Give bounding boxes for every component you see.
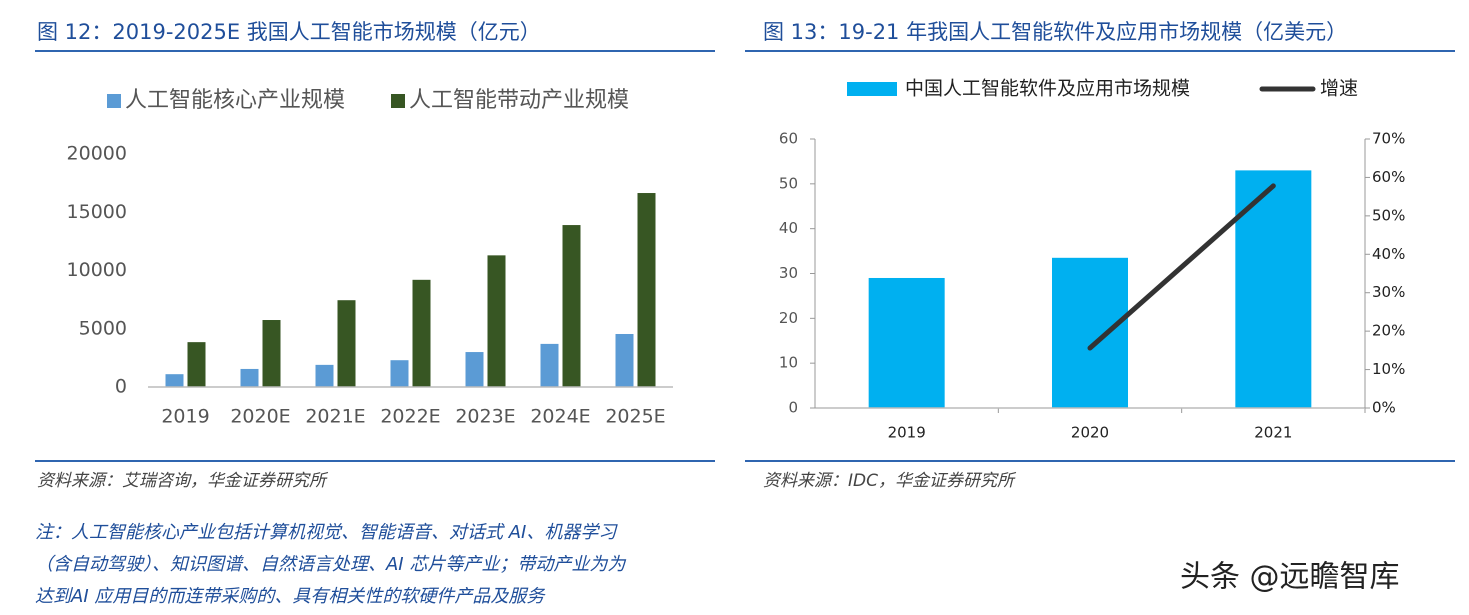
y-tick-label: 40 (779, 219, 798, 237)
y-tick-label: 5000 (79, 317, 127, 339)
bar (240, 368, 259, 387)
x-tick-label: 2021 (1254, 424, 1292, 442)
bar (637, 193, 656, 387)
y-tick-label: 0 (788, 399, 798, 417)
bar (187, 342, 206, 387)
legend-label: 人工智能核心产业规模 (125, 88, 345, 113)
bar (165, 374, 184, 387)
x-tick-label: 2025E (605, 406, 665, 428)
y-tick-label: 15000 (67, 201, 127, 223)
bar (868, 277, 945, 408)
note: （含自动驾驶）、知识图谱、自然语言处理、AI 芯片等产业；带动产业为为 (35, 554, 626, 575)
y-tick-label: 50 (779, 174, 798, 192)
bar (1052, 257, 1128, 408)
note: 达到AI 应用目的而连带采购的、具有相关性的软硬件产品及服务 (35, 586, 546, 607)
legend-label: 增速 (1320, 78, 1358, 100)
x-tick-label: 2024E (530, 406, 590, 428)
y-tick-label: 60 (779, 130, 798, 148)
y2-tick-label: 20% (1372, 322, 1405, 340)
y-tick-label: 20000 (67, 143, 127, 165)
bar (337, 300, 356, 387)
x-tick-label: 2021E (305, 406, 365, 428)
bar (615, 333, 634, 387)
legend-label: 人工智能带动产业规模 (409, 88, 629, 113)
x-tick-label: 2023E (455, 406, 515, 428)
y-tick-label: 10 (779, 354, 798, 372)
watermark: 头条 @远瞻智库 (1180, 560, 1400, 595)
y-tick-label: 0 (115, 376, 127, 398)
legend-label: 中国人工智能软件及应用市场规模 (905, 78, 1190, 100)
y2-tick-label: 30% (1372, 283, 1405, 301)
bar (315, 364, 334, 387)
y2-tick-label: 60% (1372, 168, 1405, 186)
y2-tick-label: 40% (1372, 245, 1405, 263)
y-tick-label: 30 (779, 264, 798, 282)
bar (487, 255, 506, 387)
bar (562, 225, 581, 387)
legend-swatch (107, 94, 121, 108)
x-tick-label: 2019 (161, 406, 209, 428)
source: 资料来源：艾瑞咨询，华金证券研究所 (37, 471, 329, 491)
x-tick-label: 2022E (380, 406, 440, 428)
note: 注：人工智能核心产业包括计算机视觉、智能语音、对话式 AI、机器学习 (35, 522, 618, 543)
y2-tick-label: 50% (1372, 206, 1405, 224)
bar (540, 343, 559, 387)
y2-tick-label: 0% (1372, 399, 1396, 417)
bar (1235, 170, 1312, 408)
figure-title: 图 13：19-21 年我国人工智能软件及应用市场规模（亿美元） (763, 20, 1347, 44)
bar (262, 320, 281, 387)
y2-tick-label: 70% (1372, 130, 1405, 148)
x-tick-label: 2020E (230, 406, 290, 428)
y-tick-label: 10000 (67, 259, 127, 281)
bar (412, 279, 431, 387)
y2-tick-label: 10% (1372, 360, 1405, 378)
line (1087, 183, 1276, 351)
x-tick-label: 2019 (888, 424, 926, 442)
figure-title: 图 12：2019-2025E 我国人工智能市场规模（亿元） (37, 20, 541, 44)
bar (465, 352, 484, 387)
legend-swatch (847, 82, 897, 96)
bar (390, 360, 409, 387)
x-tick-label: 2020 (1071, 424, 1109, 442)
source: 资料来源：IDC，华金证券研究所 (763, 471, 1017, 491)
y-tick-label: 20 (779, 309, 798, 327)
legend-swatch (391, 94, 405, 108)
